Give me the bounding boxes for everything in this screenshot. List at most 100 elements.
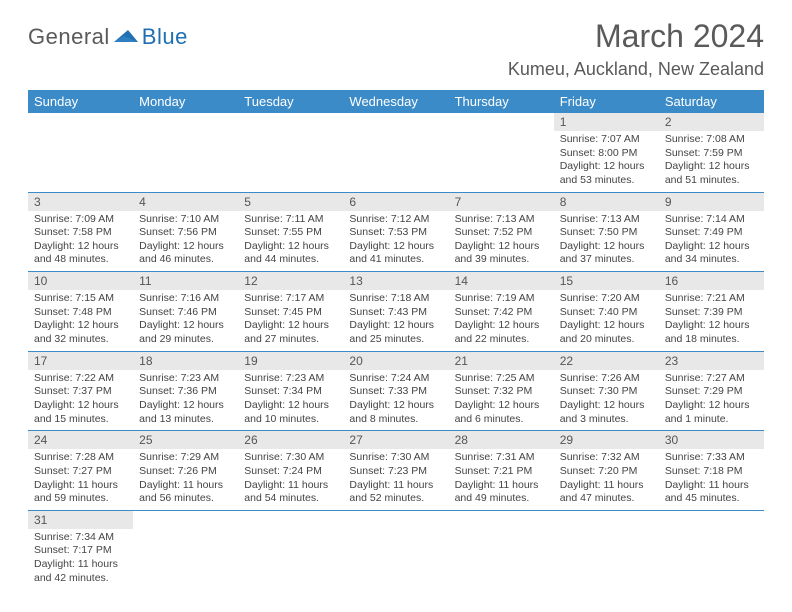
sunrise-line: Sunrise: 7:20 AM [560, 292, 653, 306]
day-cell: 23Sunrise: 7:27 AMSunset: 7:29 PMDayligh… [659, 352, 764, 431]
sunset-line: Sunset: 7:59 PM [665, 147, 758, 161]
day-cell: 30Sunrise: 7:33 AMSunset: 7:18 PMDayligh… [659, 431, 764, 510]
day-body: Sunrise: 7:19 AMSunset: 7:42 PMDaylight:… [449, 290, 554, 351]
day-number: 24 [28, 431, 133, 449]
daylight-line: Daylight: 12 hours and 51 minutes. [665, 160, 758, 187]
day-body: Sunrise: 7:15 AMSunset: 7:48 PMDaylight:… [28, 290, 133, 351]
sunrise-line: Sunrise: 7:22 AM [34, 372, 127, 386]
daylight-line: Daylight: 12 hours and 34 minutes. [665, 240, 758, 267]
week-row: 1Sunrise: 7:07 AMSunset: 8:00 PMDaylight… [28, 113, 764, 193]
empty-cell [659, 511, 764, 590]
sunset-line: Sunset: 7:58 PM [34, 226, 127, 240]
day-body: Sunrise: 7:10 AMSunset: 7:56 PMDaylight:… [133, 211, 238, 272]
daylight-line: Daylight: 11 hours and 45 minutes. [665, 479, 758, 506]
sunset-line: Sunset: 7:30 PM [560, 385, 653, 399]
sunrise-line: Sunrise: 7:10 AM [139, 213, 232, 227]
sunset-line: Sunset: 7:21 PM [455, 465, 548, 479]
sunrise-line: Sunrise: 7:18 AM [349, 292, 442, 306]
day-number: 3 [28, 193, 133, 211]
day-number: 1 [554, 113, 659, 131]
location: Kumeu, Auckland, New Zealand [508, 59, 764, 80]
week-row: 10Sunrise: 7:15 AMSunset: 7:48 PMDayligh… [28, 272, 764, 352]
day-cell: 29Sunrise: 7:32 AMSunset: 7:20 PMDayligh… [554, 431, 659, 510]
sunrise-line: Sunrise: 7:14 AM [665, 213, 758, 227]
day-body: Sunrise: 7:29 AMSunset: 7:26 PMDaylight:… [133, 449, 238, 510]
dow-cell: Sunday [28, 90, 133, 113]
daylight-line: Daylight: 11 hours and 52 minutes. [349, 479, 442, 506]
sunset-line: Sunset: 7:45 PM [244, 306, 337, 320]
brand-part1: General [28, 24, 110, 50]
day-number: 27 [343, 431, 448, 449]
week-row: 3Sunrise: 7:09 AMSunset: 7:58 PMDaylight… [28, 193, 764, 273]
daylight-line: Daylight: 12 hours and 32 minutes. [34, 319, 127, 346]
daylight-line: Daylight: 12 hours and 44 minutes. [244, 240, 337, 267]
day-body: Sunrise: 7:14 AMSunset: 7:49 PMDaylight:… [659, 211, 764, 272]
day-cell: 20Sunrise: 7:24 AMSunset: 7:33 PMDayligh… [343, 352, 448, 431]
daylight-line: Daylight: 12 hours and 46 minutes. [139, 240, 232, 267]
daylight-line: Daylight: 11 hours and 59 minutes. [34, 479, 127, 506]
day-body: Sunrise: 7:33 AMSunset: 7:18 PMDaylight:… [659, 449, 764, 510]
sunset-line: Sunset: 7:37 PM [34, 385, 127, 399]
week-row: 31Sunrise: 7:34 AMSunset: 7:17 PMDayligh… [28, 511, 764, 590]
day-body: Sunrise: 7:16 AMSunset: 7:46 PMDaylight:… [133, 290, 238, 351]
sunrise-line: Sunrise: 7:31 AM [455, 451, 548, 465]
day-number: 9 [659, 193, 764, 211]
day-cell: 18Sunrise: 7:23 AMSunset: 7:36 PMDayligh… [133, 352, 238, 431]
sunrise-line: Sunrise: 7:17 AM [244, 292, 337, 306]
sunset-line: Sunset: 7:20 PM [560, 465, 653, 479]
month-title: March 2024 [508, 18, 764, 55]
day-cell: 26Sunrise: 7:30 AMSunset: 7:24 PMDayligh… [238, 431, 343, 510]
day-body: Sunrise: 7:25 AMSunset: 7:32 PMDaylight:… [449, 370, 554, 431]
day-number: 5 [238, 193, 343, 211]
day-number: 12 [238, 272, 343, 290]
sunrise-line: Sunrise: 7:29 AM [139, 451, 232, 465]
daylight-line: Daylight: 12 hours and 6 minutes. [455, 399, 548, 426]
daylight-line: Daylight: 12 hours and 29 minutes. [139, 319, 232, 346]
empty-cell [238, 113, 343, 192]
sunrise-line: Sunrise: 7:30 AM [349, 451, 442, 465]
day-number: 15 [554, 272, 659, 290]
day-cell: 25Sunrise: 7:29 AMSunset: 7:26 PMDayligh… [133, 431, 238, 510]
daylight-line: Daylight: 12 hours and 27 minutes. [244, 319, 337, 346]
sunrise-line: Sunrise: 7:33 AM [665, 451, 758, 465]
sunrise-line: Sunrise: 7:13 AM [455, 213, 548, 227]
day-body: Sunrise: 7:07 AMSunset: 8:00 PMDaylight:… [554, 131, 659, 192]
daylight-line: Daylight: 12 hours and 18 minutes. [665, 319, 758, 346]
daylight-line: Daylight: 12 hours and 48 minutes. [34, 240, 127, 267]
day-body: Sunrise: 7:23 AMSunset: 7:36 PMDaylight:… [133, 370, 238, 431]
day-number: 21 [449, 352, 554, 370]
day-body: Sunrise: 7:11 AMSunset: 7:55 PMDaylight:… [238, 211, 343, 272]
sunrise-line: Sunrise: 7:32 AM [560, 451, 653, 465]
day-number: 22 [554, 352, 659, 370]
day-cell: 11Sunrise: 7:16 AMSunset: 7:46 PMDayligh… [133, 272, 238, 351]
daylight-line: Daylight: 12 hours and 39 minutes. [455, 240, 548, 267]
empty-cell [449, 511, 554, 590]
sunrise-line: Sunrise: 7:12 AM [349, 213, 442, 227]
sunrise-line: Sunrise: 7:11 AM [244, 213, 337, 227]
day-body: Sunrise: 7:24 AMSunset: 7:33 PMDaylight:… [343, 370, 448, 431]
day-body: Sunrise: 7:21 AMSunset: 7:39 PMDaylight:… [659, 290, 764, 351]
day-body: Sunrise: 7:34 AMSunset: 7:17 PMDaylight:… [28, 529, 133, 590]
title-block: March 2024 Kumeu, Auckland, New Zealand [508, 18, 764, 80]
day-number: 16 [659, 272, 764, 290]
empty-cell [554, 511, 659, 590]
day-number: 30 [659, 431, 764, 449]
daylight-line: Daylight: 12 hours and 13 minutes. [139, 399, 232, 426]
dow-cell: Friday [554, 90, 659, 113]
day-body: Sunrise: 7:28 AMSunset: 7:27 PMDaylight:… [28, 449, 133, 510]
day-cell: 14Sunrise: 7:19 AMSunset: 7:42 PMDayligh… [449, 272, 554, 351]
day-body: Sunrise: 7:26 AMSunset: 7:30 PMDaylight:… [554, 370, 659, 431]
dow-cell: Thursday [449, 90, 554, 113]
daylight-line: Daylight: 12 hours and 25 minutes. [349, 319, 442, 346]
dow-cell: Wednesday [343, 90, 448, 113]
day-number: 7 [449, 193, 554, 211]
day-number: 8 [554, 193, 659, 211]
sunset-line: Sunset: 7:53 PM [349, 226, 442, 240]
sunset-line: Sunset: 7:49 PM [665, 226, 758, 240]
daylight-line: Daylight: 11 hours and 49 minutes. [455, 479, 548, 506]
day-cell: 16Sunrise: 7:21 AMSunset: 7:39 PMDayligh… [659, 272, 764, 351]
day-cell: 31Sunrise: 7:34 AMSunset: 7:17 PMDayligh… [28, 511, 133, 590]
sunset-line: Sunset: 7:23 PM [349, 465, 442, 479]
day-number: 29 [554, 431, 659, 449]
sunset-line: Sunset: 7:29 PM [665, 385, 758, 399]
